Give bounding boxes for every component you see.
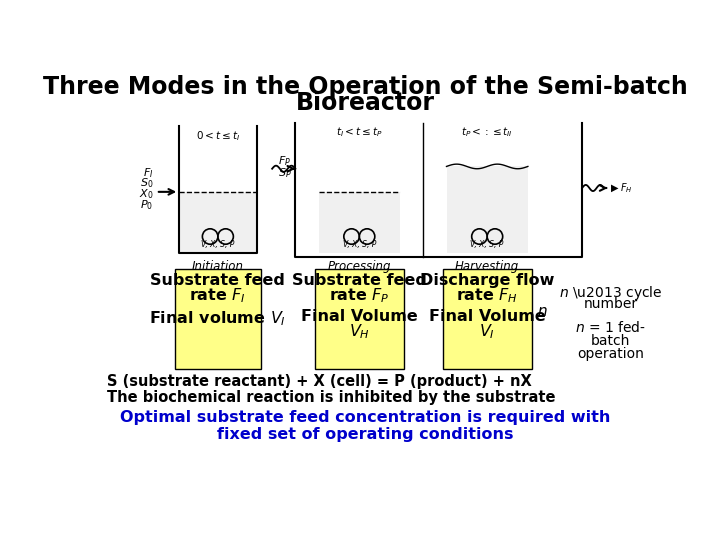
Bar xyxy=(319,192,400,253)
Text: $0 < t \leq t_I$: $0 < t \leq t_I$ xyxy=(196,130,240,143)
Text: Substrate feed: Substrate feed xyxy=(292,273,427,288)
Text: $n$ \u2013 cycle: $n$ \u2013 cycle xyxy=(559,284,662,302)
Text: batch: batch xyxy=(591,334,631,348)
Text: Final volume $V_I$: Final volume $V_I$ xyxy=(149,309,287,328)
Text: rate $F_I$: rate $F_I$ xyxy=(189,287,246,305)
Text: fixed set of operating conditions: fixed set of operating conditions xyxy=(217,427,513,442)
Text: $\blacktriangleright F_H$: $\blacktriangleright F_H$ xyxy=(609,181,633,195)
Text: $V_I$: $V_I$ xyxy=(480,323,495,341)
Text: Harvesting: Harvesting xyxy=(455,260,519,273)
Text: rate $F_H$: rate $F_H$ xyxy=(456,287,518,305)
Text: number: number xyxy=(584,298,638,312)
Text: S (substrate reactant) + X (cell) = P (product) + nX: S (substrate reactant) + X (cell) = P (p… xyxy=(107,374,532,389)
Bar xyxy=(175,269,261,369)
Text: Three Modes in the Operation of the Semi-batch: Three Modes in the Operation of the Semi… xyxy=(42,75,688,99)
Text: V, X, S, P: V, X, S, P xyxy=(470,240,504,249)
Text: Discharge flow: Discharge flow xyxy=(420,273,554,288)
Text: V, X, S, P: V, X, S, P xyxy=(343,240,376,249)
Bar xyxy=(315,269,404,369)
Text: Final Volume: Final Volume xyxy=(429,309,546,324)
Text: rate $F_P$: rate $F_P$ xyxy=(329,287,390,305)
Text: $S_0$: $S_0$ xyxy=(140,177,153,190)
Text: $V_H$: $V_H$ xyxy=(348,323,370,341)
Bar xyxy=(446,166,528,253)
Text: The biochemical reaction is inhibited by the substrate: The biochemical reaction is inhibited by… xyxy=(107,390,556,405)
Text: Processing: Processing xyxy=(328,260,391,273)
Bar xyxy=(443,269,532,369)
Text: V, X, S, P: V, X, S, P xyxy=(201,240,235,249)
Text: $X_0$: $X_0$ xyxy=(139,187,153,201)
Text: Optimal substrate feed concentration is required with: Optimal substrate feed concentration is … xyxy=(120,410,611,425)
Text: $t_I < t \leq t_P$: $t_I < t \leq t_P$ xyxy=(336,126,382,139)
Text: $t_P <: \leq t_{II}$: $t_P <: \leq t_{II}$ xyxy=(462,126,513,139)
Text: $n$ = 1 fed-: $n$ = 1 fed- xyxy=(575,320,647,335)
Text: $F_I$: $F_I$ xyxy=(143,166,153,179)
Text: $P_0$: $P_0$ xyxy=(140,198,153,212)
Text: $F_P$: $F_P$ xyxy=(279,154,292,168)
Text: Bioreactor: Bioreactor xyxy=(296,91,435,115)
Text: $S_P$: $S_P$ xyxy=(278,166,292,179)
Text: n: n xyxy=(538,303,548,319)
Bar xyxy=(179,192,256,253)
Text: Substrate feed: Substrate feed xyxy=(150,273,285,288)
Text: Initiation: Initiation xyxy=(192,260,244,273)
Text: operation: operation xyxy=(577,347,644,361)
Text: Final Volume: Final Volume xyxy=(301,309,418,324)
